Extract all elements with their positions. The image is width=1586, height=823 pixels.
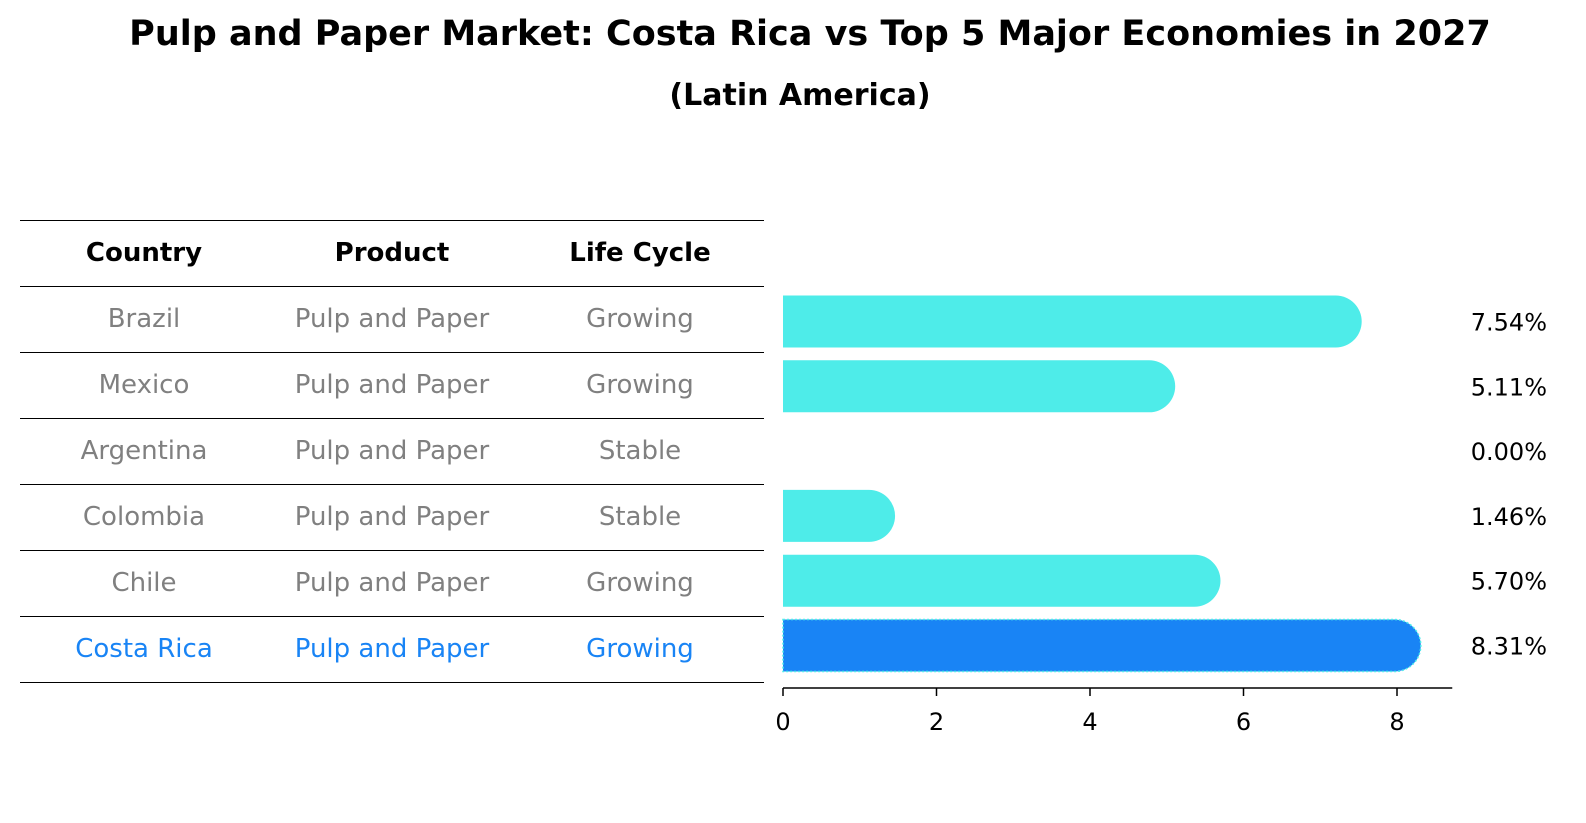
table-rule [20,418,764,419]
table-cell-country: Mexico [98,370,190,400]
table-cell-life-cycle: Stable [598,502,682,532]
table-cell-product: Pulp and Paper [294,436,490,466]
table-rule [20,484,764,485]
table-header-cell: Country [85,238,203,268]
x-axis-tick-label: 4 [1082,708,1097,736]
table-cell-product: Pulp and Paper [294,370,490,400]
table-cell-product: Pulp and Paper [294,568,490,598]
x-axis-tick-label: 2 [929,708,944,736]
table-cell-country: Brazil [107,304,181,334]
bar-value-label: 0.00% [1471,438,1547,466]
table-header-cell: Product [334,238,450,268]
bar-brazil [783,295,1362,348]
table-cell-product: Pulp and Paper [294,304,490,334]
table-cell-country: Chile [111,568,177,598]
table-rule [20,550,764,551]
bar-mexico [783,360,1176,413]
table-cell-life-cycle: Growing [586,568,694,598]
table-cell-life-cycle: Growing [586,370,694,400]
table-cell-product: Pulp and Paper [294,502,490,532]
table-rule [20,286,764,287]
table-rule [20,352,764,353]
bar-colombia [783,489,896,542]
bar-costa-rica [782,618,1422,673]
table-cell-country: Colombia [82,502,206,532]
bar-chile [783,554,1221,607]
table-cell-country: Argentina [80,436,208,466]
table-rule [20,220,764,221]
bar-value-label: 1.46% [1471,503,1547,531]
x-axis-tick-label: 6 [1236,708,1251,736]
bar-value-label: 8.31% [1471,633,1547,661]
bar-value-label: 5.11% [1471,373,1547,401]
table-cell-life-cycle: Stable [598,436,682,466]
table-header-cell: Life Cycle [569,238,711,268]
table-cell-life-cycle: Growing [586,634,694,664]
chart-subtitle: (Latin America) [669,78,931,113]
x-axis-tick-label: 0 [775,708,790,736]
bar-value-label: 7.54% [1471,309,1547,337]
table-rule [20,616,764,617]
table-cell-life-cycle: Growing [586,304,694,334]
table-rule [20,682,764,683]
table-cell-country: Costa Rica [75,634,213,664]
table-cell-product: Pulp and Paper [294,634,490,664]
chart-title: Pulp and Paper Market: Costa Rica vs Top… [129,14,1491,54]
bar-value-label: 5.70% [1471,568,1547,596]
x-axis-tick-label: 8 [1389,708,1404,736]
